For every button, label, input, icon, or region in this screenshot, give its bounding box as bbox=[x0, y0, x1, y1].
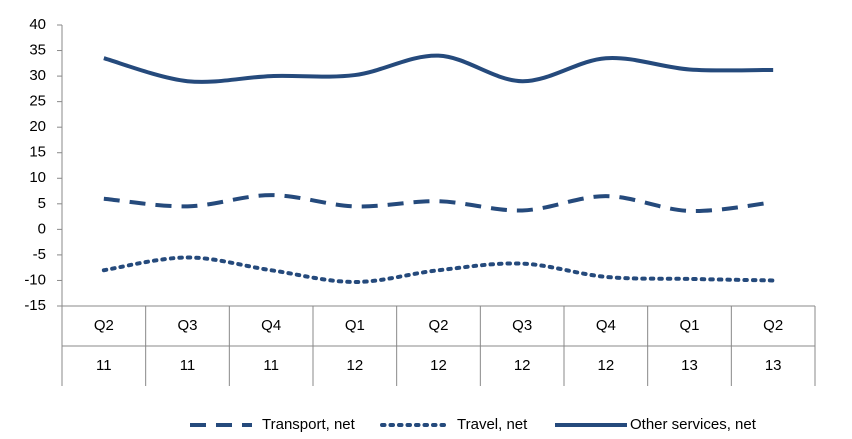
legend-label: Transport, net bbox=[262, 416, 356, 433]
x-group-label: 12 bbox=[346, 357, 363, 374]
x-tick-label: Q3 bbox=[177, 317, 197, 334]
y-tick-label: 30 bbox=[29, 67, 46, 84]
y-tick-label: -15 bbox=[24, 297, 46, 314]
y-tick-label: 25 bbox=[29, 93, 46, 110]
x-tick-label: Q1 bbox=[679, 317, 699, 334]
y-tick-label: 40 bbox=[29, 16, 46, 33]
y-tick-label: 35 bbox=[29, 42, 46, 59]
y-tick-label: 15 bbox=[29, 144, 46, 161]
x-group-label: 12 bbox=[430, 357, 447, 374]
x-group-label: 12 bbox=[514, 357, 531, 374]
series-line bbox=[101, 255, 776, 284]
y-tick-label: 10 bbox=[29, 169, 46, 186]
x-group-label: 12 bbox=[597, 357, 614, 374]
x-group-label: 13 bbox=[681, 357, 698, 374]
x-tick-label: Q4 bbox=[261, 317, 281, 334]
y-tick-label: 20 bbox=[29, 118, 46, 135]
x-group-label: 11 bbox=[263, 357, 279, 374]
y-tick-label: 0 bbox=[38, 220, 46, 237]
x-tick-label: Q1 bbox=[345, 317, 365, 334]
x-group-label: 11 bbox=[96, 357, 112, 374]
legend-label: Travel, net bbox=[457, 416, 528, 433]
y-tick-label: -5 bbox=[33, 246, 46, 263]
x-tick-label: Q4 bbox=[596, 317, 616, 334]
x-tick-label: Q2 bbox=[763, 317, 783, 334]
series-line bbox=[103, 53, 774, 84]
series-line bbox=[103, 193, 774, 214]
x-tick-label: Q3 bbox=[512, 317, 532, 334]
y-tick-label: -10 bbox=[24, 271, 46, 288]
x-tick-label: Q2 bbox=[428, 317, 448, 334]
x-group-label: 13 bbox=[765, 357, 782, 374]
legend-label: Other services, net bbox=[630, 416, 757, 433]
y-tick-label: 5 bbox=[38, 195, 46, 212]
x-tick-label: Q2 bbox=[94, 317, 114, 334]
x-group-label: 11 bbox=[180, 357, 196, 374]
